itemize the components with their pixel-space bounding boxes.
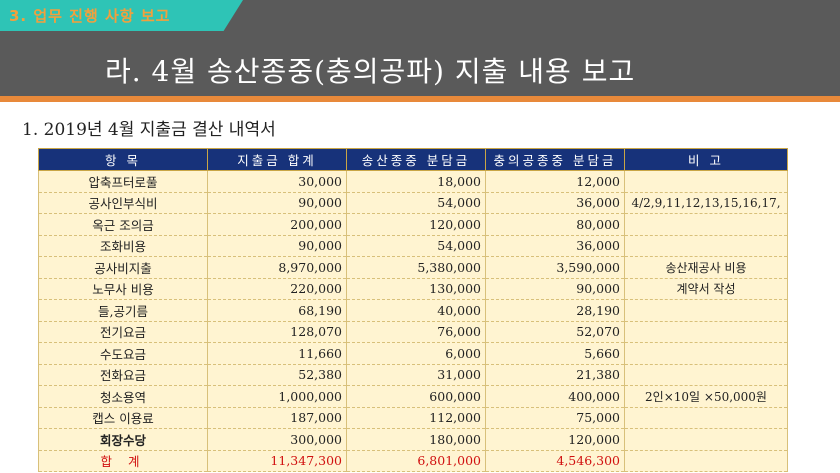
cell-songsan: 130,000 <box>346 278 486 300</box>
table-row: 전기요금 128,070 76,000 52,070 <box>38 321 788 343</box>
cell-item: 공사비지출 <box>38 256 208 279</box>
cell-songsan: 600,000 <box>346 385 486 408</box>
cell-item: 전기요금 <box>38 321 208 343</box>
cell-item: 캡스 이용료 <box>38 407 208 429</box>
table-row: 노무사 비용 220,000 130,000 90,000 계약서 작성 <box>38 278 788 300</box>
cell-chungui: 90,000 <box>485 278 625 300</box>
cell-item: 회장수당 <box>38 428 208 451</box>
cell-note: 4/2,9,11,12,13,15,16,17, <box>624 192 788 214</box>
cell-note <box>624 321 788 343</box>
cell-songsan: 40,000 <box>346 299 486 322</box>
cell-item: 수도요금 <box>38 342 208 365</box>
cell-note: 송산재공사 비용 <box>624 256 788 279</box>
cell-item: 공사인부식비 <box>38 192 208 214</box>
table-row: 조화비용 90,000 54,000 36,000 <box>38 235 788 257</box>
header-item: 항 목 <box>38 148 208 171</box>
cell-chungui: 28,190 <box>485 299 625 322</box>
cell-item: 조화비용 <box>38 235 208 257</box>
cell-item: 옥근 조의금 <box>38 213 208 236</box>
cell-note <box>624 407 788 429</box>
total-row: 합 계 11,347,300 6,801,000 4,546,300 <box>38 450 788 472</box>
cell-chungui: 80,000 <box>485 213 625 236</box>
cell-note: 2인×10일 ×50,000원 <box>624 385 788 408</box>
cell-chungui: 52,070 <box>485 321 625 343</box>
cell-songsan: 54,000 <box>346 235 486 257</box>
cell-total: 90,000 <box>207 235 347 257</box>
cell-chungui: 400,000 <box>485 385 625 408</box>
cell-chungui: 120,000 <box>485 428 625 451</box>
cell-item: 합 계 <box>38 450 208 472</box>
cell-songsan: 180,000 <box>346 428 486 451</box>
cell-chungui: 4,546,300 <box>485 450 625 472</box>
section-tab: 3. 업무 진행 사항 보고 <box>0 0 243 31</box>
cell-songsan: 120,000 <box>346 213 486 236</box>
table-row: 캡스 이용료 187,000 112,000 75,000 <box>38 407 788 429</box>
cell-songsan: 6,801,000 <box>346 450 486 472</box>
cell-songsan: 18,000 <box>346 170 486 193</box>
table-row: 수도요금 11,660 6,000 5,660 <box>38 342 788 365</box>
cell-total: 1,000,000 <box>207 385 347 408</box>
header-total: 지출금 합계 <box>207 148 347 171</box>
cell-total: 200,000 <box>207 213 347 236</box>
cell-chungui: 75,000 <box>485 407 625 429</box>
cell-chungui: 5,660 <box>485 342 625 365</box>
cell-total: 220,000 <box>207 278 347 300</box>
cell-total: 8,970,000 <box>207 256 347 279</box>
table-row: 공사비지출 8,970,000 5,380,000 3,590,000 송산재공사 비용 <box>38 256 788 279</box>
table-row: 전화요금 52,380 31,000 21,380 <box>38 364 788 386</box>
cell-total: 11,660 <box>207 342 347 365</box>
cell-note <box>624 235 788 257</box>
cell-note <box>624 450 788 472</box>
table-row: 회장수당 300,000 180,000 120,000 <box>38 428 788 451</box>
cell-total: 300,000 <box>207 428 347 451</box>
cell-songsan: 112,000 <box>346 407 486 429</box>
table-row: 청소용역 1,000,000 600,000 400,000 2인×10일 ×50,00… <box>38 385 788 408</box>
cell-total: 128,070 <box>207 321 347 343</box>
cell-note <box>624 170 788 193</box>
cell-item: 들,공기름 <box>38 299 208 322</box>
expense-table: 항 목 지출금 합계 송산종중 분담금 충의공종중 분담금 비 고 압축프터로풀… <box>38 148 788 472</box>
cell-chungui: 36,000 <box>485 192 625 214</box>
table-row: 압축프터로풀 30,000 18,000 12,000 <box>38 170 788 193</box>
cell-note <box>624 428 788 451</box>
cell-songsan: 31,000 <box>346 364 486 386</box>
cell-total: 187,000 <box>207 407 347 429</box>
cell-item: 노무사 비용 <box>38 278 208 300</box>
cell-chungui: 3,590,000 <box>485 256 625 279</box>
cell-chungui: 12,000 <box>485 170 625 193</box>
cell-note <box>624 342 788 365</box>
cell-note <box>624 213 788 236</box>
cell-chungui: 36,000 <box>485 235 625 257</box>
slide-title: 라. 4월 송산종중(충의공파) 지출 내용 보고 <box>105 55 636 88</box>
header-songsan: 송산종중 분담금 <box>346 148 486 171</box>
cell-total: 90,000 <box>207 192 347 214</box>
cell-total: 11,347,300 <box>207 450 347 472</box>
cell-songsan: 76,000 <box>346 321 486 343</box>
table-row: 들,공기름 68,190 40,000 28,190 <box>38 299 788 322</box>
cell-note <box>624 299 788 322</box>
cell-chungui: 21,380 <box>485 364 625 386</box>
cell-songsan: 5,380,000 <box>346 256 486 279</box>
table-subtitle: 1. 2019년 4월 지출금 결산 내역서 <box>22 120 276 140</box>
table-row: 옥근 조의금 200,000 120,000 80,000 <box>38 213 788 236</box>
cell-note <box>624 364 788 386</box>
cell-total: 52,380 <box>207 364 347 386</box>
cell-item: 압축프터로풀 <box>38 170 208 193</box>
header-chungui: 충의공종중 분담금 <box>485 148 625 171</box>
cell-songsan: 54,000 <box>346 192 486 214</box>
cell-total: 30,000 <box>207 170 347 193</box>
section-tab-label: 3. 업무 진행 사항 보고 <box>9 7 171 25</box>
table-header-row: 항 목 지출금 합계 송산종중 분담금 충의공종중 분담금 비 고 <box>38 148 788 171</box>
cell-item: 전화요금 <box>38 364 208 386</box>
table-row: 공사인부식비 90,000 54,000 36,000 4/2,9,11,12,13,1… <box>38 192 788 214</box>
cell-note: 계약서 작성 <box>624 278 788 300</box>
cell-songsan: 6,000 <box>346 342 486 365</box>
header-accent-stripe <box>0 96 840 102</box>
header-note: 비 고 <box>624 148 788 171</box>
cell-item: 청소용역 <box>38 385 208 408</box>
cell-total: 68,190 <box>207 299 347 322</box>
